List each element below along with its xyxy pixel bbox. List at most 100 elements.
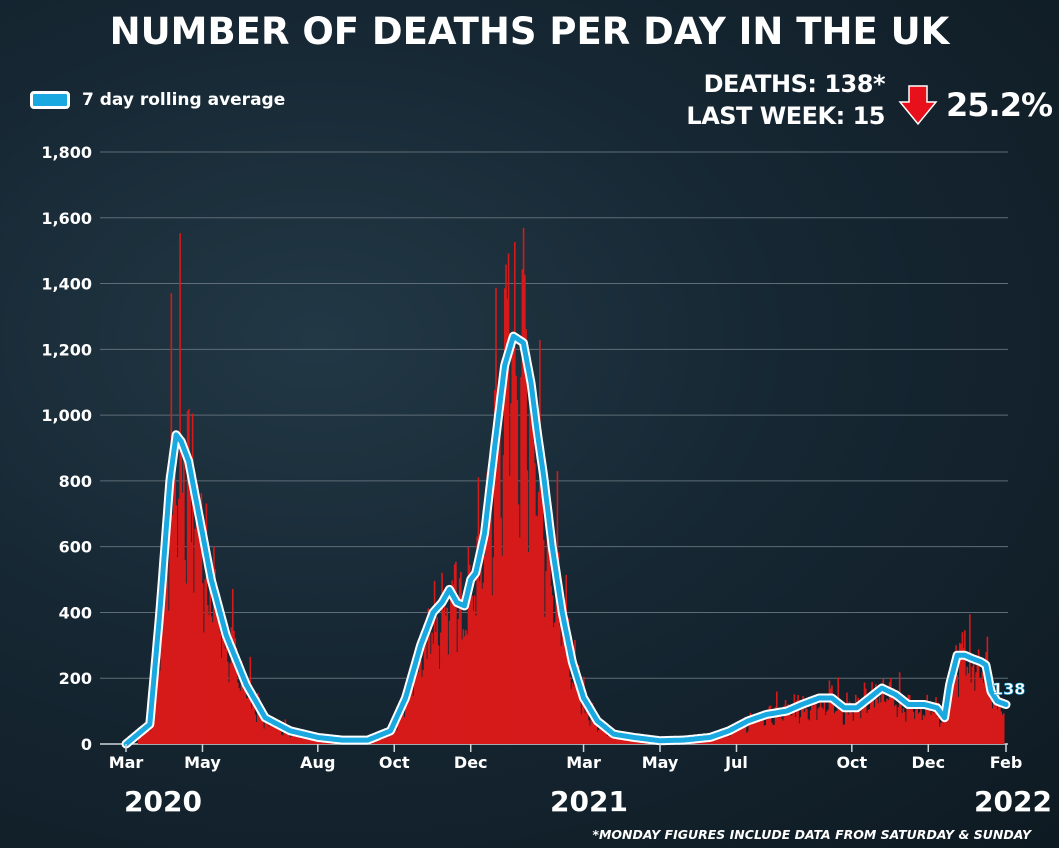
daily-bar bbox=[979, 678, 981, 744]
daily-bar bbox=[502, 455, 505, 744]
daily-bar bbox=[969, 614, 971, 744]
daily-bar bbox=[540, 429, 542, 744]
daily-bar bbox=[200, 493, 203, 744]
daily-bar bbox=[391, 729, 393, 744]
daily-bar bbox=[1002, 713, 1005, 744]
daily-bar bbox=[807, 719, 809, 744]
daily-bar bbox=[285, 725, 288, 744]
daily-bar bbox=[536, 516, 539, 744]
daily-bar bbox=[274, 718, 277, 744]
daily-bar bbox=[940, 723, 942, 744]
daily-bar bbox=[443, 594, 446, 744]
daily-bar bbox=[719, 737, 722, 744]
daily-bar bbox=[458, 578, 461, 744]
daily-bar bbox=[965, 675, 967, 744]
daily-bar bbox=[867, 709, 870, 744]
daily-bar bbox=[729, 735, 732, 744]
daily-bar bbox=[142, 729, 145, 744]
daily-bar bbox=[496, 422, 499, 744]
daily-bar bbox=[601, 729, 604, 744]
daily-bar bbox=[633, 740, 635, 744]
daily-bar bbox=[762, 710, 764, 744]
daily-bar bbox=[597, 729, 600, 744]
daily-bar bbox=[260, 709, 263, 744]
daily-bar bbox=[596, 731, 599, 744]
daily-bar bbox=[992, 703, 995, 744]
daily-bar bbox=[520, 376, 522, 744]
daily-bar bbox=[165, 473, 168, 744]
daily-bar bbox=[235, 647, 238, 744]
daily-bar bbox=[974, 690, 976, 744]
daily-bar bbox=[758, 715, 761, 744]
daily-bar bbox=[461, 639, 463, 744]
daily-bar bbox=[738, 729, 740, 744]
daily-bar bbox=[398, 709, 401, 744]
daily-bar bbox=[483, 555, 486, 744]
daily-bar bbox=[383, 732, 386, 744]
daily-bar bbox=[788, 704, 791, 744]
daily-bar bbox=[892, 688, 895, 744]
daily-bar bbox=[482, 582, 485, 744]
daily-bar bbox=[981, 672, 984, 744]
daily-bar bbox=[194, 528, 196, 744]
daily-bar bbox=[262, 713, 264, 744]
daily-bar bbox=[941, 721, 944, 744]
daily-bar bbox=[959, 642, 961, 744]
daily-bar bbox=[990, 680, 992, 744]
daily-bar bbox=[208, 614, 210, 744]
daily-bar bbox=[508, 475, 511, 744]
daily-bar bbox=[951, 658, 954, 744]
daily-bar bbox=[876, 698, 878, 744]
daily-bar bbox=[799, 717, 802, 744]
daily-bar bbox=[871, 682, 873, 744]
daily-bar bbox=[739, 719, 742, 744]
daily-bar bbox=[206, 605, 209, 744]
daily-bar bbox=[437, 645, 440, 744]
daily-bar bbox=[720, 734, 723, 744]
daily-bar bbox=[173, 467, 175, 744]
daily-bar bbox=[157, 653, 160, 744]
daily-bar bbox=[179, 233, 181, 744]
x-tick-label: Dec bbox=[454, 753, 488, 772]
bar-series bbox=[137, 227, 1005, 744]
daily-bar bbox=[470, 594, 472, 744]
daily-bar bbox=[228, 682, 230, 744]
x-tick-label: Mar bbox=[109, 753, 144, 772]
year-label-2022: 2022 bbox=[974, 785, 1052, 818]
daily-bar bbox=[257, 692, 259, 744]
daily-bar bbox=[591, 703, 594, 744]
daily-bar bbox=[480, 540, 482, 744]
daily-bar bbox=[209, 581, 211, 744]
daily-bar bbox=[220, 657, 223, 744]
daily-bar bbox=[498, 384, 501, 744]
daily-bar bbox=[862, 697, 865, 744]
rolling-average-series bbox=[123, 333, 1009, 747]
daily-bar bbox=[865, 688, 867, 744]
daily-bar bbox=[985, 652, 987, 744]
daily-bar bbox=[770, 722, 773, 744]
daily-bar bbox=[234, 638, 237, 744]
daily-bar bbox=[493, 390, 496, 744]
daily-bar bbox=[576, 685, 579, 744]
daily-bar bbox=[847, 714, 850, 744]
daily-bar bbox=[196, 484, 199, 744]
year-label-2020: 2020 bbox=[124, 785, 202, 818]
daily-bar bbox=[826, 711, 828, 744]
chart-title: NUMBER OF DEATHS PER DAY IN THE UK bbox=[109, 10, 950, 53]
daily-bar bbox=[531, 395, 534, 744]
daily-bar bbox=[465, 630, 467, 744]
daily-bar bbox=[255, 722, 258, 744]
daily-bar bbox=[189, 492, 191, 744]
daily-bar bbox=[821, 707, 823, 744]
change-percent: 25.2% bbox=[946, 86, 1053, 124]
daily-bar bbox=[224, 648, 227, 744]
daily-bar bbox=[485, 508, 487, 744]
daily-bar bbox=[580, 714, 583, 744]
daily-bar bbox=[870, 701, 872, 744]
daily-bar bbox=[759, 713, 762, 744]
daily-bar bbox=[620, 736, 623, 744]
daily-bar bbox=[900, 694, 902, 744]
daily-bar bbox=[740, 721, 743, 744]
daily-bar bbox=[928, 708, 931, 744]
daily-bar bbox=[140, 737, 143, 744]
